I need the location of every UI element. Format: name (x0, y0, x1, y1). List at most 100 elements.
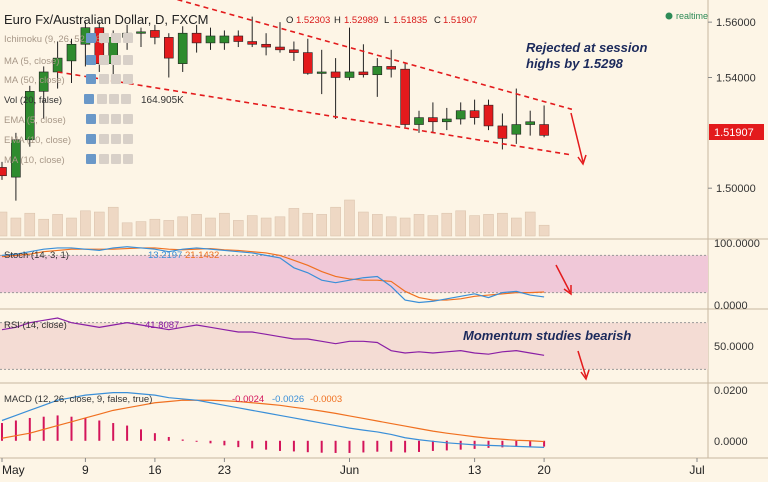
volume-bar (524, 211, 536, 237)
current-price-label: 1.51907 (714, 127, 754, 139)
macd-histogram-bar (376, 440, 379, 452)
macd-histogram-bar (56, 415, 59, 441)
macd-tick-label: 0.0000 (714, 436, 748, 448)
volume-bar (219, 212, 230, 237)
candle-body (177, 32, 188, 64)
indicator-eye-icon (86, 114, 96, 124)
realtime-label: realtime (676, 11, 708, 21)
indicator-label: EMA (10, close) (4, 135, 71, 146)
volume-bar (177, 216, 188, 237)
annotation-rejected-line2: highs by 1.5298 (526, 56, 624, 71)
candle-body (414, 117, 424, 125)
volume-bar (135, 221, 147, 237)
volume-bars (0, 199, 550, 237)
volume-bar (288, 208, 300, 237)
candle-body (441, 118, 452, 123)
macd-histogram-bar (84, 417, 87, 441)
bearish-arrow-stoch (555, 264, 571, 293)
candle-body (289, 49, 299, 53)
ohlc-low-label: L (384, 15, 389, 26)
x-tick-label: May (2, 463, 25, 477)
indicator-control-icon (99, 114, 109, 124)
indicator-control-icon (111, 114, 121, 124)
volume-bar (52, 214, 63, 237)
ohlc-open-value: 1.52303 (296, 15, 330, 26)
macd-histogram-bar (251, 440, 254, 449)
indicator-control-icon (123, 74, 133, 84)
rsi-label: RSI (14, close) (4, 320, 67, 331)
macd-histogram-bar (223, 440, 226, 446)
volume-bar (80, 210, 91, 237)
indicator-control-icon (111, 55, 121, 65)
candle-body (400, 68, 410, 125)
bearish-arrow-stoch-head-icon (563, 285, 572, 296)
candle-body (302, 52, 313, 74)
macd-histogram-bar (1, 423, 3, 441)
macd-histogram-bar (515, 440, 518, 447)
macd-histogram-bar (237, 440, 240, 448)
indicator-eye-icon (86, 55, 96, 65)
indicator-eye-icon (86, 33, 96, 43)
candles (0, 16, 549, 201)
macd-histogram-bar (153, 433, 156, 441)
indicator-label: MA (10, close) (4, 155, 65, 166)
candle-body (358, 71, 369, 76)
indicator-control-icon (99, 134, 109, 144)
macd-histogram-bar (390, 440, 393, 452)
bearish-arrow-price-head-icon (577, 154, 587, 166)
macd-histogram-bar (126, 425, 129, 441)
volume-bar (66, 217, 77, 237)
rsi-tick-label: 50.0000 (714, 341, 754, 353)
indicator-label: EMA (5, close) (4, 115, 66, 126)
price-tick-label: 1.56000 (716, 17, 756, 29)
candle-body (455, 110, 466, 120)
candle-body (275, 46, 285, 51)
indicator-eye-icon (86, 154, 96, 164)
macd-histogram-bar (431, 440, 434, 451)
indicator-control-icon (123, 154, 133, 164)
indicator-control-icon (111, 154, 121, 164)
candle-body (428, 117, 438, 123)
indicator-control-icon (109, 94, 119, 104)
volume-bar (511, 217, 522, 237)
indicator-control-icon (123, 33, 133, 43)
volume-bar (385, 216, 397, 237)
indicator-legend: Ichimoku (9, 26, 52, 26) MA (5, close) MA … (4, 33, 184, 166)
candle-body (511, 124, 522, 135)
volume-bar (274, 216, 286, 237)
indicator-label: MA (5, close) (4, 56, 59, 67)
candle-body (136, 31, 146, 34)
candle-body (24, 91, 35, 141)
macd-histogram-bar (348, 440, 351, 453)
annotation-momentum: Momentum studies bearish (463, 328, 631, 343)
candle-body (38, 71, 49, 92)
volume-bar (38, 218, 49, 237)
volume-bar (94, 211, 105, 237)
rsi-band (0, 322, 708, 370)
volume-bar (399, 217, 411, 237)
volume-bar (246, 215, 258, 237)
candle-body (0, 167, 7, 177)
candle-body (386, 66, 397, 70)
indicator-control-icon (121, 94, 131, 104)
macd-histogram-bar (418, 440, 420, 452)
rsi-line (1, 317, 545, 356)
volume-bar (469, 215, 480, 237)
stoch-band (0, 255, 708, 293)
macd-line (1, 392, 545, 448)
stoch-d-value: 21.1432 (185, 250, 219, 261)
trendline (57, 71, 573, 156)
stoch-d-line (1, 247, 545, 301)
trendline (175, 0, 573, 111)
macd-histogram-bar (42, 416, 45, 441)
price-tick-label: 1.54000 (716, 72, 756, 84)
x-tick-label: 9 (82, 463, 89, 477)
x-tick-label: 20 (537, 463, 551, 477)
macd-label: MACD (12, 26, close, 9, false, true) (4, 394, 152, 405)
volume-bar (302, 212, 314, 237)
macd-histogram-bar (459, 440, 462, 450)
candle-body (330, 71, 341, 78)
volume-bar (372, 214, 383, 237)
annotation-rejected-line1: Rejected at session (526, 40, 647, 55)
